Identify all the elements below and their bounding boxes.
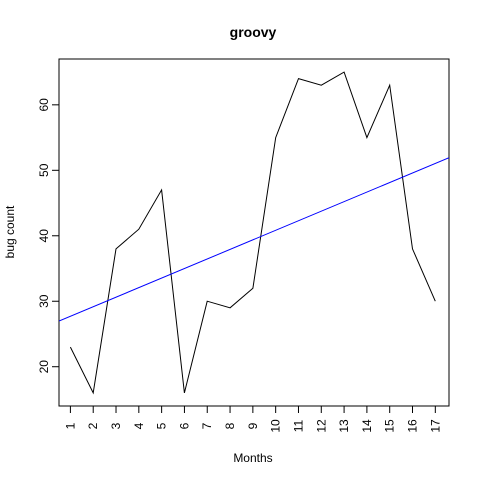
x-tick-label: 5 (155, 422, 169, 429)
chart-title: groovy (230, 24, 277, 40)
x-tick-label: 3 (109, 422, 123, 429)
y-tick-label: 60 (37, 98, 51, 112)
x-tick-label: 6 (177, 422, 191, 429)
x-tick-label: 11 (291, 419, 305, 432)
y-axis-label: bug count (3, 205, 17, 258)
x-axis-label: Months (233, 451, 272, 465)
y-tick-label: 40 (37, 229, 51, 243)
x-tick-label: 1 (63, 422, 77, 429)
x-tick-label: 15 (383, 419, 397, 433)
x-tick-label: 12 (314, 419, 328, 433)
x-tick-label: 8 (223, 422, 237, 429)
x-tick-label: 4 (132, 422, 146, 429)
x-tick-label: 10 (269, 419, 283, 433)
y-tick-label: 50 (37, 163, 51, 177)
x-axis: 1 2 3 4 5 6 7 8 9 10 11 12 13 14 15 16 17 (63, 405, 442, 433)
x-tick-label: 7 (200, 422, 214, 429)
x-tick-label: 9 (246, 422, 260, 429)
x-tick-label: 17 (428, 419, 442, 433)
x-tick-label: 13 (337, 419, 351, 433)
series-layer (59, 71, 449, 395)
x-tick-label: 2 (86, 422, 100, 429)
series-line (69, 71, 436, 395)
y-axis: 20 30 40 50 60 (37, 98, 60, 374)
y-tick-label: 30 (37, 294, 51, 308)
y-tick-label: 20 (37, 360, 51, 374)
x-tick-label: 16 (406, 419, 420, 433)
trend-line (59, 157, 449, 322)
x-tick-label: 14 (360, 419, 374, 433)
